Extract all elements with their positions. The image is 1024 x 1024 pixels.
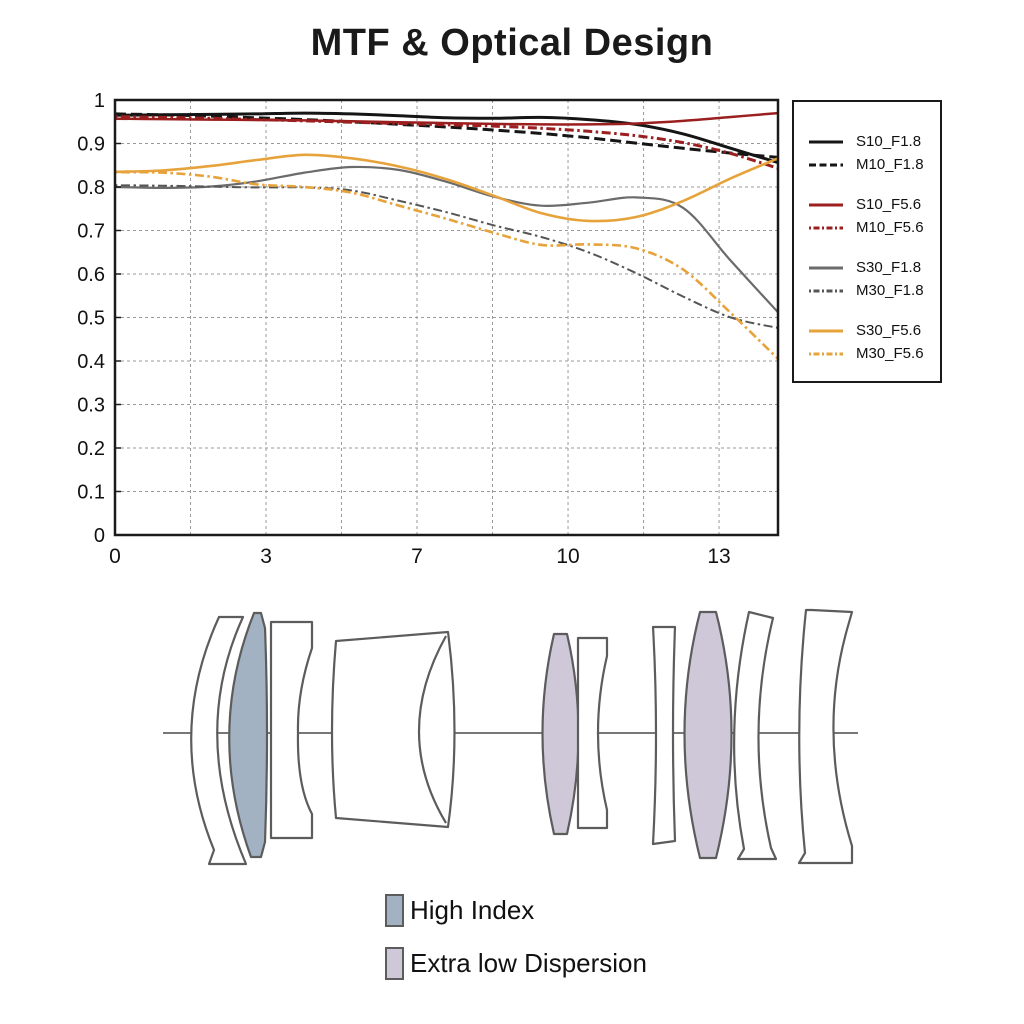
lens-element-4-surface [418,635,447,824]
y-tick-label: 0.5 [77,308,105,330]
legend-row-high-index: High Index [385,892,647,928]
series-line-M30_F1.8 [114,184,779,329]
chart-title: MTF & Optical Design [310,22,714,64]
lens-element-8-ed [683,610,733,860]
y-tick-label: 0.8 [77,177,105,199]
x-tick-label: 13 [707,545,730,568]
legend-item-M10_F5.6: M10_F5.6 [794,216,940,239]
lens-element-9 [733,610,778,861]
y-tick-label: 0.6 [77,264,105,286]
legend-label-M30_F1.8: M30_F1.8 [856,282,924,299]
y-tick-label: 0.9 [77,134,105,156]
legend-label-M30_F5.6: M30_F5.6 [856,345,924,362]
legend-label-S10_F1.8: S10_F1.8 [856,133,922,150]
x-tick-label: 10 [556,545,579,568]
lens-element-6 [576,636,609,830]
y-tick-label: 0.7 [77,221,105,243]
series-line-S30_F1.8 [114,165,779,314]
legend-line-swatch-M10_F5.6 [809,226,843,229]
legend-line-swatch-S10_F1.8 [809,140,843,143]
mtf-chart: 1 0.9 0.8 0.7 0.6 0.5 0.4 0.3 0.2 0.1 00 3 7 10 13 [77,90,780,568]
curve-legend-box: S10_F1.8 M10_F1.8 S10_F5.6 M10_F5.6 S30_F1.8… [792,100,942,383]
y-tick-label: 0.1 [77,482,105,504]
x-tick-label: 7 [411,545,423,568]
legend-item-S10_F1.8: S10_F1.8 [794,130,940,153]
lens-element-5-ed [541,632,580,836]
x-tick-label: 3 [260,545,272,568]
legend-item-S30_F5.6: S30_F5.6 [794,319,940,342]
y-tick-label: 0.4 [77,351,105,373]
legend-row-ed: Extra low Dispersion [385,945,647,981]
lens-element-10 [797,608,854,865]
high-index-label: High Index [410,894,535,925]
legend-line-swatch-M10_F1.8 [809,163,843,166]
series-line-S10_F1.8 [114,111,779,165]
legend-label-S30_F5.6: S30_F5.6 [856,322,922,339]
legend-item-M30_F5.6: M30_F5.6 [794,342,940,365]
series-line-M10_F5.6 [114,115,779,170]
lens-element-4 [330,630,456,829]
legend-label-M10_F1.8: M10_F1.8 [856,156,924,173]
y-tick-label: 0.3 [77,395,105,417]
legend-label-S30_F1.8: S30_F1.8 [856,259,922,276]
legend-item-S30_F1.8: S30_F1.8 [794,256,940,279]
y-tick-label: 0.2 [77,438,105,460]
optical-design-diagram [163,608,858,866]
legend-item-M10_F1.8: M10_F1.8 [794,153,940,176]
legend-label-S10_F5.6: S10_F5.6 [856,196,922,213]
lens-material-legend: High Index Extra low Dispersion [385,892,647,998]
x-tick-label: 0 [109,545,121,568]
extra-low-dispersion-swatch [385,946,404,980]
legend-line-swatch-S30_F5.6 [809,329,843,332]
legend-line-swatch-M30_F1.8 [809,289,843,292]
lens-element-2-high-index [228,611,269,859]
lens-element-7 [651,625,677,846]
high-index-swatch [385,893,404,927]
lens-element-1 [190,615,248,866]
lens-element-3 [269,620,314,840]
extra-low-dispersion-label: Extra low Dispersion [410,947,647,978]
legend-label-M10_F5.6: M10_F5.6 [856,219,924,236]
legend-line-swatch-S10_F5.6 [809,203,843,206]
series-line-S30_F5.6 [114,153,779,223]
legend-line-swatch-M30_F5.6 [809,352,843,355]
legend-item-M30_F1.8: M30_F1.8 [794,279,940,302]
y-tick-label: 0 [94,525,105,547]
series-line-M30_F5.6 [114,170,779,360]
series-line-S10_F5.6 [114,111,779,126]
y-tick-label: 1 [94,90,105,112]
legend-item-S10_F5.6: S10_F5.6 [794,193,940,216]
legend-line-swatch-S30_F1.8 [809,266,843,269]
